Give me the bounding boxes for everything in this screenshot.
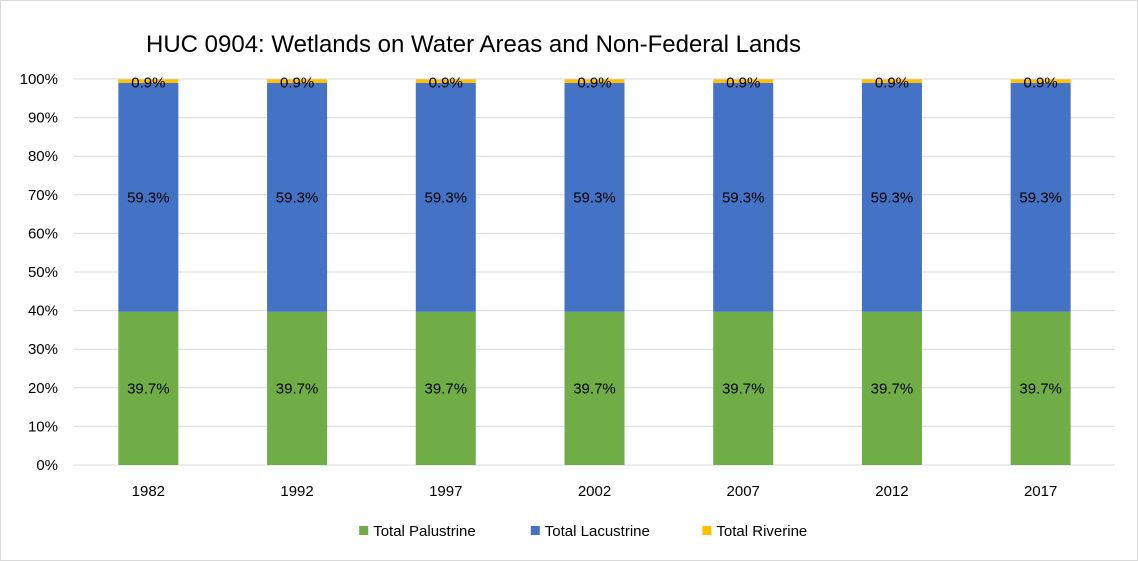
bar-segment	[1010, 82, 1071, 312]
y-tick-label: 80%	[28, 148, 58, 165]
data-label: 39.7%	[722, 380, 765, 397]
bar-segment	[713, 311, 774, 465]
legend-swatch	[359, 526, 369, 535]
data-label: 0.9%	[577, 74, 611, 91]
data-label: 39.7%	[871, 380, 914, 397]
legend-label: Total Riverine	[716, 523, 807, 540]
data-label: 59.3%	[573, 189, 616, 206]
x-tick-label: 2007	[727, 483, 760, 500]
y-tick-label: 60%	[28, 225, 58, 242]
legend-swatch	[702, 526, 712, 535]
y-tick-label: 70%	[28, 187, 58, 204]
bar-segment	[861, 82, 922, 312]
y-tick-label: 10%	[28, 418, 58, 435]
x-tick-label: 2002	[578, 483, 611, 500]
chart-title: HUC 0904: Wetlands on Water Areas and No…	[146, 31, 802, 58]
bar-segment	[861, 79, 922, 83]
data-label: 39.7%	[425, 380, 468, 397]
bar-segment	[267, 79, 328, 83]
bar-segment	[415, 311, 476, 465]
data-label: 59.3%	[425, 189, 468, 206]
bar-segment	[564, 79, 625, 83]
x-tick-label: 2017	[1024, 483, 1057, 500]
y-tick-label: 0%	[36, 457, 58, 474]
data-label: 59.3%	[722, 189, 765, 206]
data-label: 0.9%	[726, 74, 760, 91]
bar-segment	[415, 82, 476, 312]
x-tick-label: 1997	[429, 483, 462, 500]
data-label: 0.9%	[429, 74, 463, 91]
bar-segment	[1010, 79, 1071, 83]
legend-label: Total Palustrine	[373, 523, 476, 540]
data-label: 0.9%	[875, 74, 909, 91]
data-label: 39.7%	[276, 380, 319, 397]
data-label: 39.7%	[573, 380, 616, 397]
bar-segment	[713, 79, 774, 83]
bar-segment	[267, 82, 328, 312]
data-label: 39.7%	[1019, 380, 1062, 397]
data-label: 0.9%	[280, 74, 314, 91]
legend-swatch	[530, 526, 540, 535]
bar-segment	[267, 311, 328, 465]
y-tick-label: 30%	[28, 341, 58, 358]
bar-segment	[564, 311, 625, 465]
bar-segment	[1010, 311, 1071, 465]
legend-label: Total Lacustrine	[545, 523, 650, 540]
y-tick-label: 100%	[20, 71, 58, 88]
data-label: 59.3%	[276, 189, 319, 206]
data-label: 0.9%	[1024, 74, 1058, 91]
x-tick-label: 1982	[132, 483, 165, 500]
bar-segment	[861, 311, 922, 465]
x-tick-label: 2012	[875, 483, 908, 500]
data-label: 59.3%	[871, 189, 914, 206]
bar-segment	[564, 82, 625, 312]
y-tick-label: 50%	[28, 264, 58, 281]
data-label: 0.9%	[131, 74, 165, 91]
data-label: 59.3%	[1019, 189, 1062, 206]
bar-segment	[118, 82, 179, 312]
y-tick-label: 40%	[28, 303, 58, 320]
bar-segment	[713, 82, 774, 312]
x-tick-label: 1992	[280, 483, 313, 500]
bar-segment	[415, 79, 476, 83]
y-tick-label: 20%	[28, 380, 58, 397]
bar-segment	[118, 79, 179, 83]
data-label: 59.3%	[127, 189, 170, 206]
bar-segment	[118, 311, 179, 465]
data-label: 39.7%	[127, 380, 170, 397]
y-tick-label: 90%	[28, 110, 58, 127]
